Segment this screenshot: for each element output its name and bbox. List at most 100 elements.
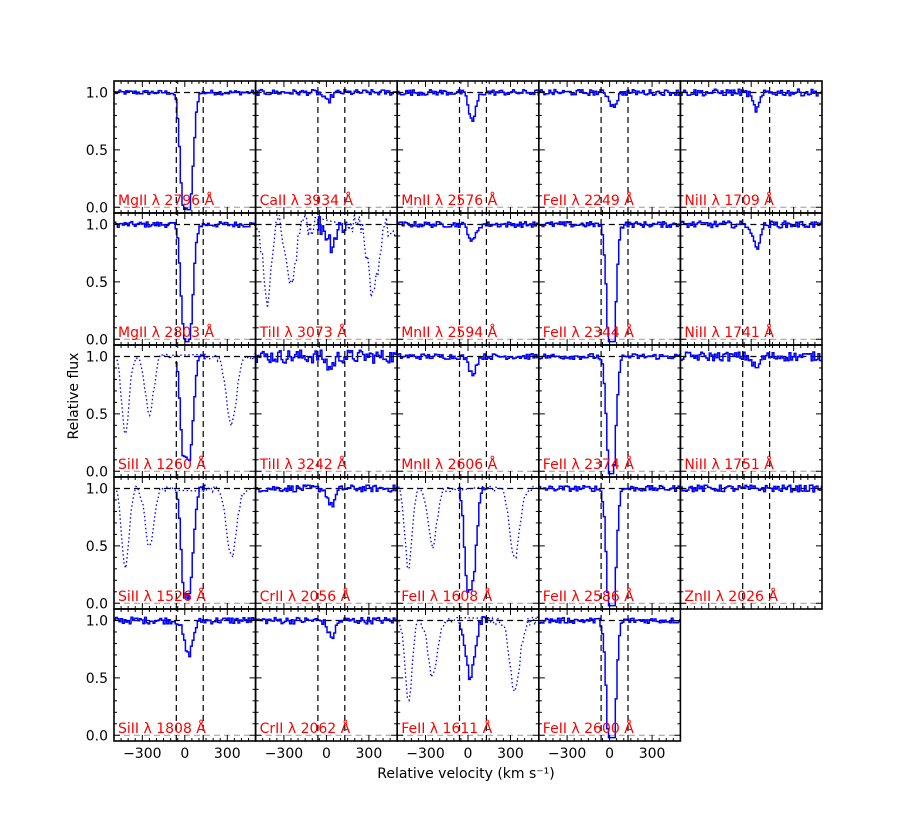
x-tick-label: 300: [214, 746, 241, 762]
x-tick-label: 0: [605, 746, 614, 762]
ion-label: FeII λ 2344 Å: [543, 324, 634, 341]
spectrum-panel: MnII λ 2606 Å: [396, 344, 540, 478]
ion-label: CaII λ 3934 Å: [260, 192, 354, 209]
spectrum-line: [538, 88, 681, 109]
ion-label: NiII λ 1709 Å: [684, 192, 774, 209]
spectrum-line: [175, 484, 206, 600]
spectrum-line: [680, 88, 823, 113]
spectrum-panel: MnII λ 2594 Å: [396, 212, 540, 346]
ion-label: SiII λ 1260 Å: [118, 456, 206, 473]
spectrum-panel: MgII λ 2803 Å: [113, 212, 257, 346]
spectrum-panel: NiII λ 1741 Å: [679, 212, 823, 346]
spectrum-panel: FeII λ 2249 Å: [537, 80, 682, 214]
y-tick-label: 0.5: [86, 539, 108, 555]
x-tick-label: 0: [464, 746, 473, 762]
spectrum-panel: FeII λ 2586 Å: [537, 476, 682, 610]
spectrum-panel: SiII λ 1808 Å: [113, 608, 257, 742]
spectrum-line: [114, 616, 256, 658]
spectrum-line: [458, 486, 489, 593]
spectrum-line: [255, 616, 398, 640]
x-tick-label: −300: [123, 746, 161, 762]
blend-spectrum-line: [397, 483, 539, 570]
ion-label: FeII λ 1608 Å: [401, 588, 492, 605]
y-tick-label: 1.0: [86, 481, 108, 497]
y-tick-label: 0.0: [86, 332, 108, 348]
spectrum-line: [255, 88, 398, 104]
ion-label: FeII λ 1611 Å: [401, 720, 492, 737]
spectrum-line: [538, 220, 681, 343]
spectrum-line: [255, 484, 398, 508]
y-tick-label: 0.5: [86, 275, 108, 291]
spectrum-panel: FeII λ 2374 Å: [537, 344, 682, 478]
x-tick-labels: −300 0 300 −300 0 300 −300 0 300 −300 0 300: [123, 746, 665, 762]
spectrum-line: [397, 352, 539, 377]
y-tick-label: 1.0: [86, 85, 108, 101]
spectrum-line: [680, 484, 823, 493]
spectrum-panel: SiII λ 1260 Å: [113, 344, 257, 478]
ion-label: FeII λ 2586 Å: [543, 588, 634, 605]
ion-label: CrII λ 2062 Å: [260, 720, 351, 737]
spectrum-panel: FeII λ 1608 Å: [396, 476, 540, 610]
y-tick-label: 0.0: [86, 596, 108, 612]
spectrum-panel: SiII λ 1526 Å: [113, 476, 257, 610]
ion-label: SiII λ 1526 Å: [118, 588, 206, 605]
x-tick-label: −300: [406, 746, 444, 762]
x-tick-label: 0: [322, 746, 331, 762]
spectrum-line: [114, 89, 256, 211]
ion-label: CrII λ 2056 Å: [260, 588, 351, 605]
spectrum-line: [175, 354, 206, 462]
y-tick-label: 0.5: [86, 143, 108, 159]
spectrum-panel: TiII λ 3073 Å: [254, 212, 399, 346]
ion-label: NiII λ 1751 Å: [684, 456, 774, 473]
spectrum-line: [114, 220, 256, 343]
ion-label: MgII λ 2803 Å: [118, 324, 214, 341]
spectrum-line: [397, 221, 539, 242]
y-tick-label: 1.0: [86, 349, 108, 365]
spectrum-panel: FeII λ 2344 Å: [537, 212, 682, 346]
spectrum-panel: FeII λ 1611 Å: [396, 608, 540, 742]
spectrum-panel: MgII λ 2796 Å: [113, 80, 257, 214]
spectrum-panel: TiII λ 3242 Å: [254, 344, 399, 478]
panel-grid: MgII λ 2796 Å MgII λ 2803 Å SiII λ 1260 Å S…: [113, 80, 823, 742]
ion-label: ZnII λ 2026 Å: [684, 588, 778, 605]
spectrum-line: [538, 353, 681, 475]
x-tick-label: 300: [356, 746, 383, 762]
y-tick-label: 0.5: [86, 407, 108, 423]
spectrum-panel: CrII λ 2062 Å: [254, 608, 399, 742]
spectrum-panel: MnII λ 2576 Å: [396, 80, 540, 214]
ion-label: MnII λ 2594 Å: [401, 324, 497, 341]
ion-label: MnII λ 2576 Å: [401, 192, 497, 209]
y-tick-label: 1.0: [86, 217, 108, 233]
ion-label: FeII λ 2249 Å: [543, 192, 634, 209]
spectrum-line: [458, 615, 489, 681]
spectrum-line: [316, 216, 348, 254]
y-tick-label: 0.0: [86, 728, 108, 744]
x-tick-label: 0: [180, 746, 189, 762]
x-tick-label: −300: [265, 746, 303, 762]
x-tick-label: 300: [639, 746, 666, 762]
ion-label: MgII λ 2796 Å: [118, 192, 214, 209]
blend-spectrum-line: [114, 352, 256, 436]
ion-label: FeII λ 2600 Å: [543, 720, 634, 737]
spectrum-panel: NiII λ 1751 Å: [679, 344, 823, 478]
x-tick-label: −300: [548, 746, 586, 762]
spectrum-line: [680, 220, 823, 250]
spectrum-line: [397, 89, 539, 123]
blend-spectrum-line: [255, 214, 398, 308]
ion-label: SiII λ 1808 Å: [118, 720, 206, 737]
y-tick-label: 0.0: [86, 464, 108, 480]
spectrum-line: [538, 616, 681, 739]
spectrum-panel: CaII λ 3934 Å: [254, 80, 399, 214]
ion-label: NiII λ 1741 Å: [684, 324, 774, 341]
ion-label: TiII λ 3242 Å: [259, 456, 348, 473]
y-tick-label: 1.0: [86, 613, 108, 629]
spectrum-line: [680, 351, 823, 369]
spectrum-line: [538, 484, 681, 607]
y-tick-label: 0.0: [86, 200, 108, 216]
y-tick-labels: 0.00.51.00.00.51.00.00.51.00.00.51.00.00…: [86, 85, 108, 744]
ion-label: TiII λ 3073 Å: [259, 324, 348, 341]
spectrum-panel: CrII λ 2056 Å: [254, 476, 399, 610]
x-tick-label: 300: [497, 746, 524, 762]
y-tick-label: 0.5: [86, 671, 108, 687]
blend-spectrum-line: [114, 485, 256, 571]
